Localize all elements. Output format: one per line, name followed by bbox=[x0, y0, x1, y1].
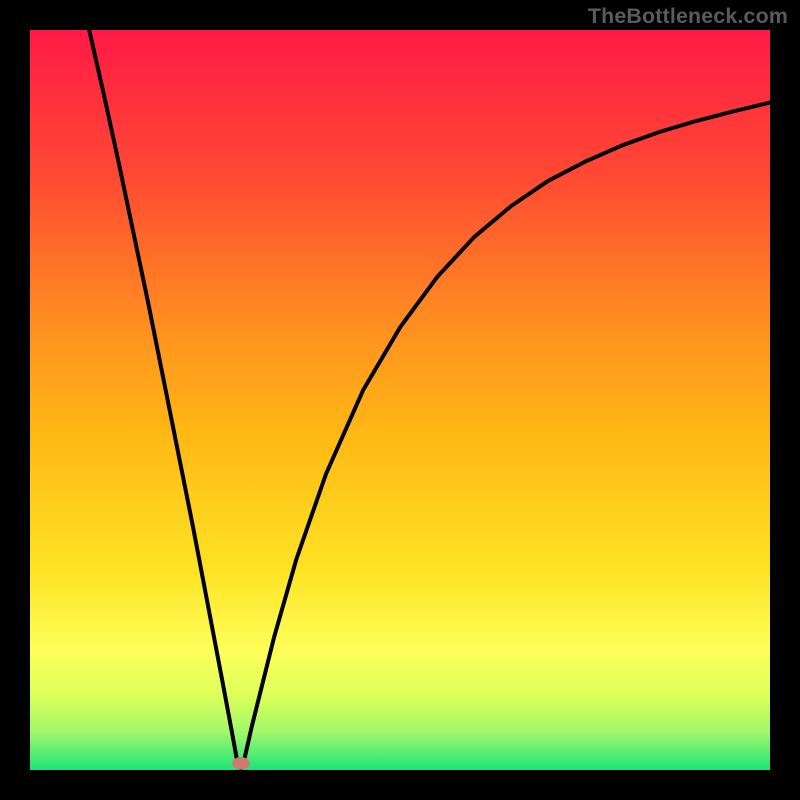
figure-root: TheBottleneck.com bbox=[0, 0, 800, 800]
bottleneck-curve bbox=[89, 30, 770, 769]
optimum-marker bbox=[232, 757, 250, 770]
chart-svg bbox=[30, 30, 770, 770]
attribution-text: TheBottleneck.com bbox=[588, 4, 788, 29]
plot-area bbox=[30, 30, 770, 770]
